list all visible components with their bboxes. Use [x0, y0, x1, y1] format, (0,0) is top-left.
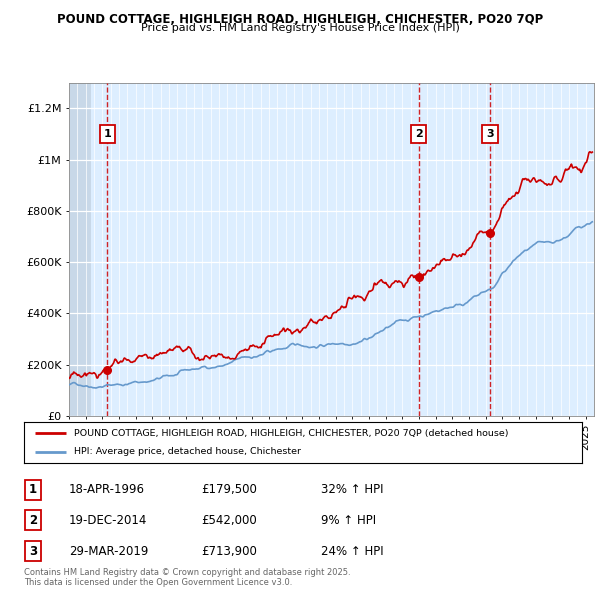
Text: 1: 1	[29, 483, 37, 496]
Text: POUND COTTAGE, HIGHLEIGH ROAD, HIGHLEIGH, CHICHESTER, PO20 7QP: POUND COTTAGE, HIGHLEIGH ROAD, HIGHLEIGH…	[57, 13, 543, 26]
Bar	[69, 83, 91, 416]
Text: 24% ↑ HPI: 24% ↑ HPI	[321, 545, 383, 558]
Text: 32% ↑ HPI: 32% ↑ HPI	[321, 483, 383, 496]
Text: £179,500: £179,500	[201, 483, 257, 496]
Text: 2: 2	[29, 514, 37, 527]
Text: 3: 3	[29, 545, 37, 558]
Text: 9% ↑ HPI: 9% ↑ HPI	[321, 514, 376, 527]
Text: Price paid vs. HM Land Registry's House Price Index (HPI): Price paid vs. HM Land Registry's House …	[140, 23, 460, 33]
Text: POUND COTTAGE, HIGHLEIGH ROAD, HIGHLEIGH, CHICHESTER, PO20 7QP (detached house): POUND COTTAGE, HIGHLEIGH ROAD, HIGHLEIGH…	[74, 429, 509, 438]
Text: HPI: Average price, detached house, Chichester: HPI: Average price, detached house, Chic…	[74, 447, 301, 456]
Text: 18-APR-1996: 18-APR-1996	[69, 483, 145, 496]
Text: Contains HM Land Registry data © Crown copyright and database right 2025.
This d: Contains HM Land Registry data © Crown c…	[24, 568, 350, 587]
Text: £542,000: £542,000	[201, 514, 257, 527]
Text: 1: 1	[103, 129, 111, 139]
Text: 2: 2	[415, 129, 422, 139]
Text: 29-MAR-2019: 29-MAR-2019	[69, 545, 148, 558]
Text: £713,900: £713,900	[201, 545, 257, 558]
Text: 3: 3	[486, 129, 494, 139]
Text: 19-DEC-2014: 19-DEC-2014	[69, 514, 148, 527]
